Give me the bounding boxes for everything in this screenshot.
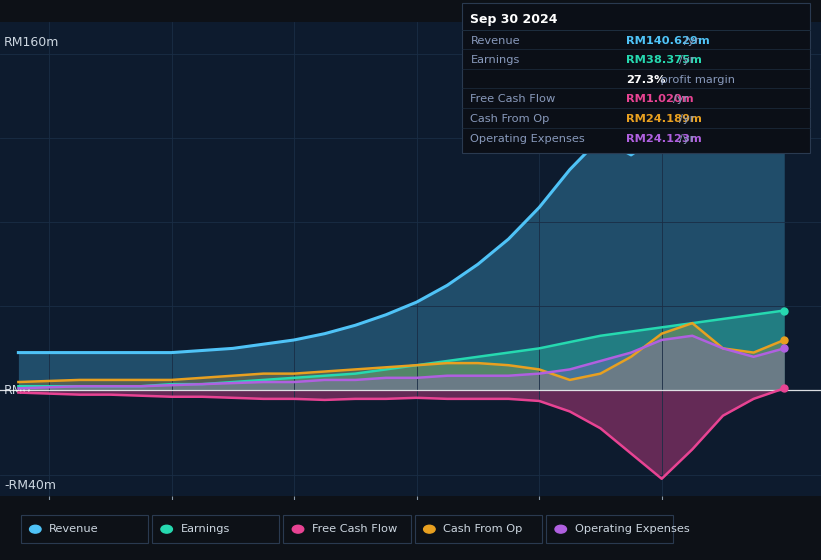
Text: /yr: /yr [678,114,694,124]
Text: 27.3%: 27.3% [626,75,666,85]
Text: Free Cash Flow: Free Cash Flow [470,95,556,104]
Text: Free Cash Flow: Free Cash Flow [312,524,397,534]
Text: RM1.020m: RM1.020m [626,95,694,104]
Text: Earnings: Earnings [470,55,520,65]
Text: RM38.375m: RM38.375m [626,55,702,65]
Text: RM24.189m: RM24.189m [626,114,702,124]
Text: -RM40m: -RM40m [4,479,56,492]
Text: RM0: RM0 [4,384,31,397]
Text: /yr: /yr [678,134,694,143]
Text: Cash From Op: Cash From Op [443,524,523,534]
Text: Revenue: Revenue [49,524,99,534]
Text: Operating Expenses: Operating Expenses [470,134,585,143]
Text: Operating Expenses: Operating Expenses [575,524,690,534]
Text: RM24.123m: RM24.123m [626,134,702,143]
Text: Earnings: Earnings [181,524,230,534]
Text: /yr: /yr [684,36,699,45]
Text: /yr: /yr [678,55,694,65]
Text: Revenue: Revenue [470,36,520,45]
Text: RM160m: RM160m [4,36,59,49]
Text: RM140.629m: RM140.629m [626,36,710,45]
Text: Sep 30 2024: Sep 30 2024 [470,13,558,26]
Text: /yr: /yr [673,95,689,104]
Text: profit margin: profit margin [657,75,736,85]
Text: Cash From Op: Cash From Op [470,114,550,124]
